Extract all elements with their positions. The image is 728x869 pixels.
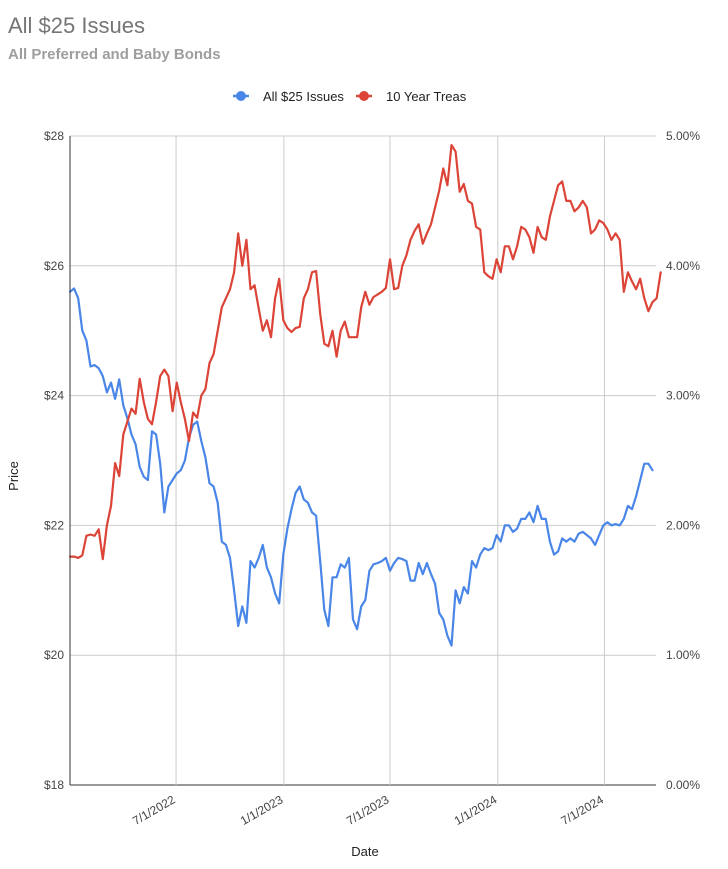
series-line-all-25-issues — [68, 287, 654, 647]
x-axis-title: Date — [351, 844, 378, 859]
y-left-tick-label: $20 — [44, 648, 64, 662]
y-right-tick-label: 2.00% — [666, 518, 700, 532]
legend-label: All $25 Issues — [263, 89, 344, 104]
y-axis-title: Price — [6, 461, 21, 491]
y-left-tick-label: $24 — [44, 389, 64, 403]
y-right-tick-label: 1.00% — [666, 648, 700, 662]
x-tick-label: 1/1/2023 — [238, 792, 286, 828]
legend: All $25 Issues 10 Year Treas — [233, 89, 467, 104]
y-left-tick-label: $28 — [44, 129, 64, 143]
y-right-tick-label: 4.00% — [666, 259, 700, 273]
y-right-tick-label: 0.00% — [666, 778, 700, 792]
chart-title: All $25 Issues — [8, 13, 145, 38]
x-tick-label: 7/1/2023 — [344, 792, 392, 828]
chart-subtitle: All Preferred and Baby Bonds — [8, 46, 221, 63]
y-right-tick-label: 5.00% — [666, 129, 700, 143]
y-left-tick-label: $18 — [44, 778, 64, 792]
legend-label: 10 Year Treas — [386, 89, 467, 104]
y-left-tick-label: $26 — [44, 259, 64, 273]
x-tick-label: 1/1/2024 — [452, 792, 500, 828]
x-tick-label: 7/1/2022 — [130, 792, 178, 828]
series-line-10-year-treas — [68, 144, 662, 561]
y-left-tick-label: $22 — [44, 518, 64, 532]
y-right-tick-label: 3.00% — [666, 389, 700, 403]
x-tick-label: 7/1/2024 — [558, 792, 606, 828]
gridlines — [70, 135, 656, 786]
series-layer — [68, 144, 662, 647]
axes: $18 0.00% $20 1.00% $22 2.00% $24 3.00% $26 4.00%… — [44, 129, 700, 828]
